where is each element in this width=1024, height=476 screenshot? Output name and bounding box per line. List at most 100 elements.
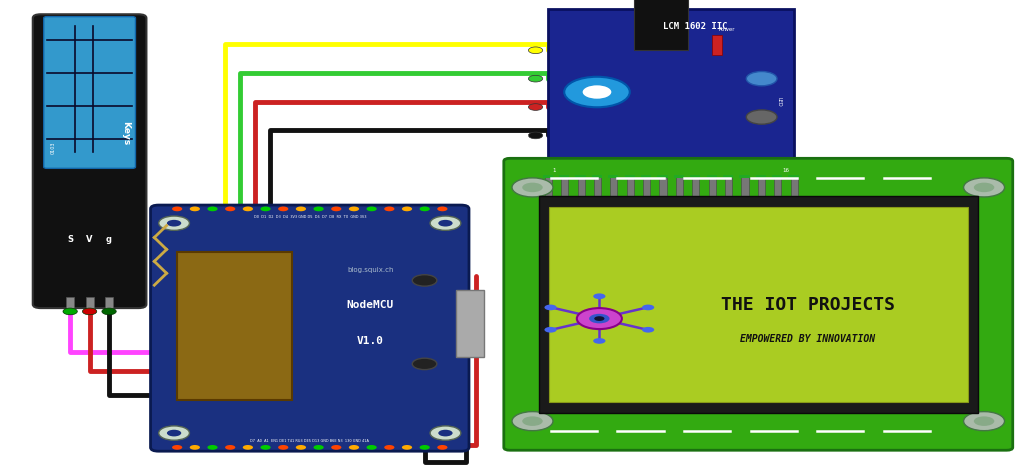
Circle shape: [384, 445, 394, 450]
FancyBboxPatch shape: [44, 18, 135, 169]
Circle shape: [189, 445, 200, 450]
Bar: [676, 176, 683, 205]
Circle shape: [159, 217, 189, 231]
Text: LED: LED: [776, 96, 781, 106]
Text: V: V: [86, 235, 93, 243]
Circle shape: [420, 445, 430, 450]
Bar: [561, 176, 568, 205]
Circle shape: [528, 105, 543, 111]
Text: VCC: VCC: [518, 105, 529, 110]
Text: D0  D1  D2  D3  D4  3V3 GND D5  D6  D7  D8  RX  TX  GND 3V3: D0 D1 D2 D3 D4 3V3 GND D5 D6 D7 D8 RX TX…: [254, 215, 366, 218]
Bar: [723, 176, 733, 178]
FancyBboxPatch shape: [504, 159, 1013, 450]
Text: S: S: [68, 235, 73, 243]
Bar: [641, 176, 651, 178]
Circle shape: [225, 207, 236, 212]
Circle shape: [331, 207, 341, 212]
Circle shape: [225, 445, 236, 450]
Circle shape: [279, 445, 289, 450]
Circle shape: [594, 317, 604, 321]
Text: Power: Power: [719, 27, 735, 32]
Bar: [543, 176, 553, 178]
Circle shape: [564, 78, 630, 108]
Circle shape: [208, 207, 218, 212]
Circle shape: [243, 207, 253, 212]
Bar: [610, 176, 617, 205]
Bar: [774, 176, 781, 205]
Bar: [545, 176, 552, 205]
Circle shape: [746, 111, 777, 125]
Circle shape: [522, 183, 543, 193]
Circle shape: [349, 445, 359, 450]
Text: EMPOWERED BY INNOVATION: EMPOWERED BY INNOVATION: [740, 333, 876, 343]
Bar: [659, 176, 667, 205]
Text: blog.squix.ch: blog.squix.ch: [347, 266, 393, 272]
Text: THE IOT PROJECTS: THE IOT PROJECTS: [721, 296, 895, 314]
Circle shape: [172, 207, 182, 212]
Bar: [657, 176, 668, 178]
Circle shape: [522, 416, 543, 426]
Circle shape: [313, 207, 324, 212]
Bar: [594, 176, 601, 205]
Circle shape: [208, 445, 218, 450]
Circle shape: [367, 445, 377, 450]
Circle shape: [642, 327, 654, 333]
Bar: [625, 176, 635, 178]
Circle shape: [401, 207, 412, 212]
Circle shape: [420, 207, 430, 212]
Bar: [85, 298, 94, 309]
Bar: [739, 176, 750, 178]
Bar: [578, 176, 585, 205]
Circle shape: [349, 207, 359, 212]
Circle shape: [172, 445, 182, 450]
Bar: [549, 208, 968, 402]
Circle shape: [296, 207, 306, 212]
Circle shape: [438, 430, 453, 436]
Bar: [758, 176, 765, 205]
Circle shape: [189, 207, 200, 212]
Bar: [627, 176, 634, 205]
Bar: [756, 176, 766, 178]
Circle shape: [367, 207, 377, 212]
Bar: [592, 176, 602, 178]
Bar: [456, 290, 484, 357]
Text: NodeMCU: NodeMCU: [346, 300, 394, 309]
Circle shape: [331, 445, 341, 450]
Circle shape: [313, 445, 324, 450]
Circle shape: [296, 445, 306, 450]
Circle shape: [167, 430, 181, 436]
Bar: [559, 176, 569, 178]
Circle shape: [384, 207, 394, 212]
Bar: [674, 176, 684, 178]
Circle shape: [512, 412, 553, 431]
Circle shape: [243, 445, 253, 450]
Text: 0103: 0103: [51, 141, 56, 154]
Circle shape: [413, 358, 437, 370]
Bar: [539, 196, 978, 413]
Circle shape: [528, 133, 543, 139]
Circle shape: [545, 327, 557, 333]
Text: 16: 16: [782, 168, 790, 172]
Circle shape: [63, 308, 78, 315]
Text: Keys: Keys: [121, 121, 130, 145]
Circle shape: [101, 308, 116, 315]
Bar: [788, 176, 799, 178]
Text: SDA: SDA: [518, 77, 529, 82]
Circle shape: [437, 207, 447, 212]
Bar: [608, 176, 618, 178]
Circle shape: [260, 445, 270, 450]
Circle shape: [167, 220, 181, 227]
Circle shape: [746, 72, 777, 87]
Circle shape: [974, 183, 994, 193]
Circle shape: [577, 308, 622, 329]
Text: D7  A0  A1  EN1 DE1 T41 RU3 DE5 D13 GND B6E N3  130 GND 41A: D7 A0 A1 EN1 DE1 T41 RU3 DE5 D13 GND B6E…: [250, 438, 370, 442]
Bar: [634, 0, 688, 51]
Circle shape: [642, 305, 654, 311]
Circle shape: [593, 294, 605, 299]
FancyBboxPatch shape: [151, 206, 469, 451]
Text: GND: GND: [517, 134, 529, 139]
Circle shape: [593, 338, 605, 344]
Bar: [725, 176, 732, 205]
Circle shape: [159, 426, 189, 440]
Circle shape: [974, 416, 994, 426]
